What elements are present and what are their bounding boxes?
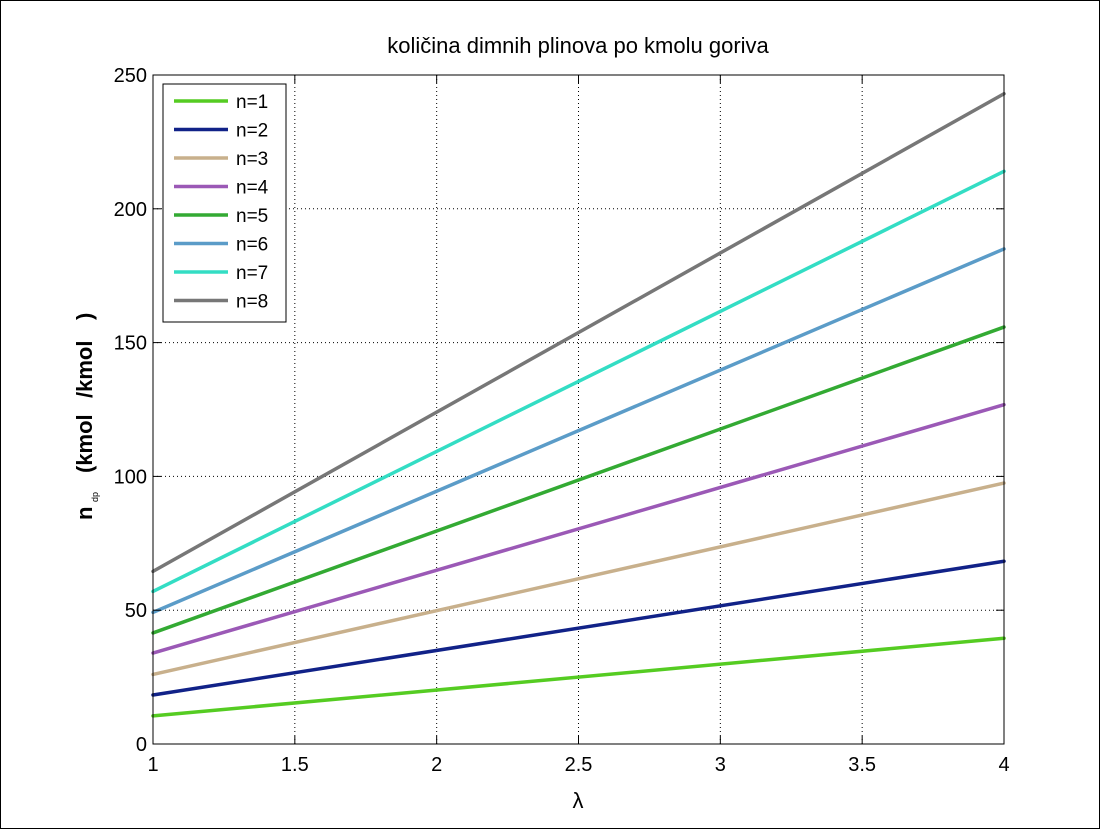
legend: n=1 n=2 n=3 n=4 n=5 n=6 n=7 n=8 <box>162 83 287 323</box>
legend-label: n=6 <box>236 235 268 256</box>
x-tick-labels: 1 1.5 2 2.5 3 3.5 4 <box>147 754 1009 776</box>
series-line-3 <box>151 481 1006 677</box>
x-tick-label: 2 <box>431 754 442 776</box>
chart-title: količina dimnih plinova po kmolu goriva <box>387 33 769 58</box>
plot-area <box>153 75 1004 744</box>
series-lines <box>151 91 1006 718</box>
legend-label: n=1 <box>236 92 268 113</box>
series-line-7 <box>151 169 1006 594</box>
legend-label: n=7 <box>236 263 268 284</box>
y-axis-label-units-suffix: ) <box>72 313 97 320</box>
legend-label: n=8 <box>236 292 268 313</box>
x-tick-label: 1.5 <box>281 754 309 776</box>
y-axis-label-main: n <box>72 507 97 520</box>
y-tick-label: 150 <box>114 333 147 355</box>
y-tick-label: 50 <box>125 600 147 622</box>
legend-box <box>162 83 287 323</box>
x-tick-label: 4 <box>998 754 1009 776</box>
legend-label: n=2 <box>236 121 268 142</box>
y-tick-label: 100 <box>114 466 147 488</box>
y-axis-label-subscript: dp <box>90 492 100 502</box>
series-line-1 <box>151 636 1006 718</box>
x-tick-label: 2.5 <box>565 754 593 776</box>
series-line-4 <box>151 402 1006 655</box>
axis-ticks <box>152 74 1005 745</box>
x-axis-label: λ <box>573 788 584 813</box>
x-tick-label: 1 <box>147 754 158 776</box>
legend-label: n=4 <box>236 178 269 199</box>
x-tick-label: 3.5 <box>848 754 876 776</box>
x-tick-label: 3 <box>715 754 726 776</box>
y-tick-label: 200 <box>114 199 147 221</box>
legend-label: n=5 <box>236 206 268 227</box>
y-tick-label: 250 <box>114 65 147 87</box>
series-line-5 <box>151 325 1006 635</box>
y-axis-label-units-prefix: (kmol <box>72 414 97 473</box>
y-axis-label: n dp (kmol /kmol ) <box>72 313 100 520</box>
y-axis-label-units-mid: /kmol <box>72 341 97 398</box>
y-tick-label: 0 <box>136 734 147 756</box>
series-line-8 <box>151 91 1006 574</box>
series-line-6 <box>151 247 1006 615</box>
series-line-2 <box>151 559 1006 697</box>
legend-label: n=3 <box>236 149 268 170</box>
y-tick-labels: 0 50 100 150 200 250 <box>114 65 147 756</box>
